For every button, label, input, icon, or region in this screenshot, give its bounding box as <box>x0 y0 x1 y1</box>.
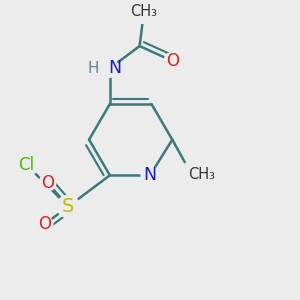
Text: O: O <box>166 52 179 70</box>
Circle shape <box>141 167 159 184</box>
Circle shape <box>164 52 181 69</box>
Text: CH₃: CH₃ <box>130 4 158 19</box>
Circle shape <box>36 216 53 233</box>
Circle shape <box>101 59 119 77</box>
Text: N: N <box>143 166 157 184</box>
Text: O: O <box>41 174 54 192</box>
Text: Cl: Cl <box>19 156 35 174</box>
Circle shape <box>15 154 38 176</box>
Circle shape <box>88 62 102 75</box>
Text: S: S <box>62 197 74 216</box>
Circle shape <box>179 162 204 187</box>
Text: H: H <box>88 61 99 76</box>
Text: N: N <box>109 59 122 77</box>
Circle shape <box>39 174 56 191</box>
Circle shape <box>132 0 157 23</box>
Text: O: O <box>38 215 51 233</box>
Text: CH₃: CH₃ <box>188 167 215 182</box>
Circle shape <box>57 195 80 218</box>
